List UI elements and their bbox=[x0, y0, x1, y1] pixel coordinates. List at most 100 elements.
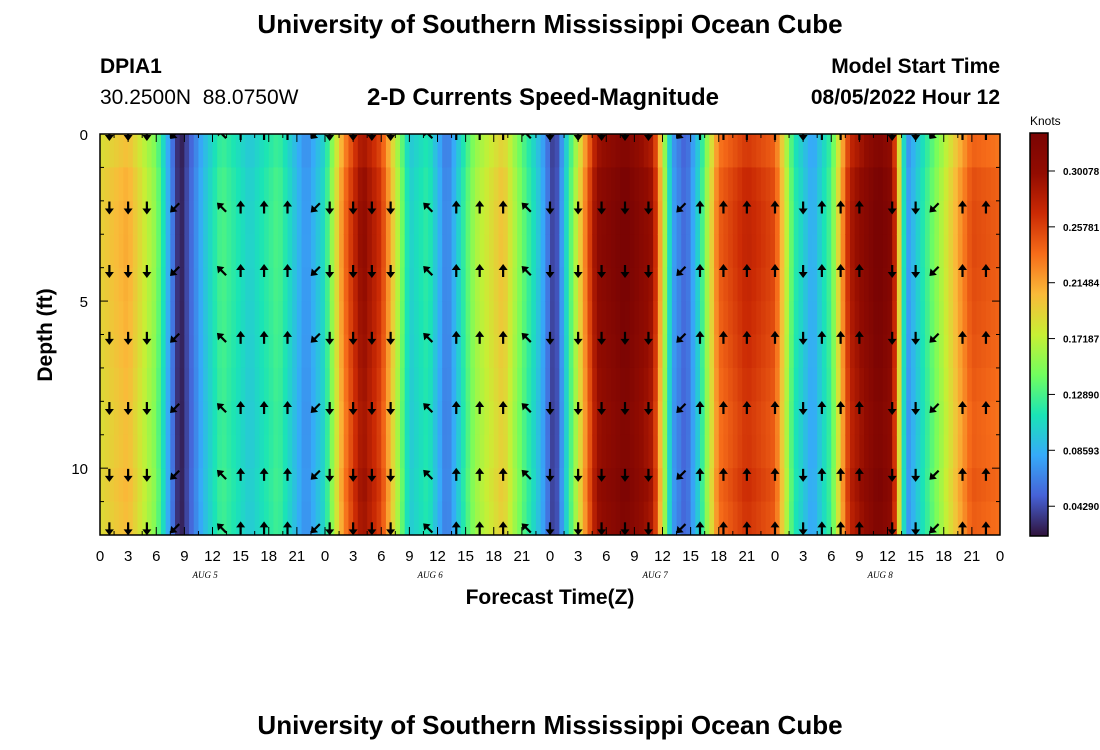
heatmap-cell bbox=[484, 434, 490, 469]
heatmap-cell bbox=[395, 267, 401, 302]
heatmap-cell bbox=[343, 401, 350, 436]
heatmap-cell bbox=[671, 167, 678, 202]
heatmap-cell bbox=[503, 200, 509, 235]
heatmap-cell bbox=[404, 468, 410, 503]
heatmap-cell bbox=[409, 334, 415, 369]
heatmap-cell bbox=[240, 167, 246, 202]
x-tick-label: 9 bbox=[405, 548, 413, 565]
heatmap-cell bbox=[568, 501, 575, 535]
heatmap-cell bbox=[770, 200, 776, 235]
heatmap-cell bbox=[976, 200, 982, 235]
heatmap-cell bbox=[657, 200, 664, 235]
heatmap-cell bbox=[296, 434, 303, 469]
current-arrow bbox=[958, 467, 967, 481]
heatmap-cell bbox=[104, 234, 110, 269]
heatmap-cell bbox=[639, 267, 645, 302]
current-arrow bbox=[283, 467, 292, 481]
heatmap-cell bbox=[925, 234, 931, 269]
heatmap-cell bbox=[793, 301, 800, 336]
heatmap-cell bbox=[517, 401, 523, 436]
heatmap-cell bbox=[596, 367, 603, 402]
heatmap-cell bbox=[835, 200, 842, 235]
heatmap-cell bbox=[273, 434, 279, 469]
heatmap-cell bbox=[981, 401, 987, 436]
heatmap-cell bbox=[596, 134, 603, 169]
heatmap-cell bbox=[578, 501, 584, 535]
heatmap-cell bbox=[315, 267, 321, 302]
heatmap-cell bbox=[465, 200, 471, 235]
heatmap-cell bbox=[545, 501, 551, 535]
heatmap-cell bbox=[343, 434, 350, 469]
heatmap-cell bbox=[268, 434, 275, 469]
heatmap-cell bbox=[967, 134, 973, 169]
current-arrow bbox=[451, 330, 461, 344]
current-arrow bbox=[839, 134, 842, 140]
heatmap-cell bbox=[854, 367, 860, 402]
heatmap-cell bbox=[995, 367, 1000, 402]
current-arrow bbox=[386, 201, 396, 215]
heatmap-cell bbox=[142, 468, 148, 503]
heatmap-cell bbox=[156, 367, 162, 402]
heatmap-cell bbox=[437, 401, 443, 436]
heatmap-cell bbox=[859, 301, 865, 336]
heatmap-cell bbox=[948, 267, 954, 302]
current-arrow bbox=[854, 330, 864, 344]
heatmap-cell bbox=[484, 501, 490, 535]
heatmap-cell bbox=[465, 468, 471, 503]
heatmap-cell bbox=[193, 267, 200, 302]
heatmap-cell bbox=[475, 134, 481, 169]
heatmap-cell bbox=[934, 434, 940, 469]
heatmap-cell bbox=[418, 200, 425, 235]
heatmap-cell bbox=[282, 267, 289, 302]
heatmap-cell bbox=[282, 401, 289, 436]
heatmap-cell bbox=[132, 200, 139, 235]
heatmap-cell bbox=[198, 134, 204, 169]
current-arrow bbox=[958, 264, 967, 278]
heatmap-cell bbox=[109, 267, 115, 302]
heatmap-cell bbox=[657, 267, 664, 302]
heatmap-cell bbox=[793, 468, 800, 503]
heatmap-cell bbox=[742, 134, 748, 169]
current-arrow bbox=[545, 331, 555, 345]
heatmap-cell bbox=[756, 234, 762, 269]
heatmap-cell bbox=[873, 134, 879, 169]
heatmap-cell bbox=[953, 468, 959, 503]
heatmap-cell bbox=[929, 334, 935, 369]
heatmap-cell bbox=[315, 367, 321, 402]
heatmap-cell bbox=[676, 301, 682, 336]
heatmap-cell bbox=[939, 234, 945, 269]
heatmap-cell bbox=[864, 468, 870, 503]
heatmap-cell bbox=[798, 301, 804, 336]
heatmap-cell bbox=[906, 401, 912, 436]
heatmap-cell bbox=[315, 334, 321, 369]
heatmap-cell bbox=[470, 501, 476, 535]
heatmap-cell bbox=[864, 401, 870, 436]
heatmap-cell bbox=[446, 167, 453, 202]
heatmap-cell bbox=[662, 200, 668, 235]
heatmap-cell bbox=[587, 367, 593, 402]
heatmap-cell bbox=[418, 434, 425, 469]
heatmap-cell bbox=[564, 501, 570, 535]
heatmap-cell bbox=[915, 401, 921, 436]
heatmap-cell bbox=[479, 434, 485, 469]
heatmap-cell bbox=[409, 167, 415, 202]
heatmap-cell bbox=[620, 334, 626, 369]
heatmap-cell bbox=[100, 501, 106, 535]
heatmap-cell bbox=[709, 501, 715, 535]
heatmap-cell bbox=[104, 401, 110, 436]
heatmap-cell bbox=[732, 501, 739, 535]
x-tick-label: 0 bbox=[771, 548, 779, 565]
heatmap-cell bbox=[310, 267, 317, 302]
heatmap-cell bbox=[254, 301, 260, 336]
heatmap-cell bbox=[118, 234, 125, 269]
heatmap-cell bbox=[137, 334, 143, 369]
heatmap-cell bbox=[395, 134, 401, 169]
heatmap-cell bbox=[859, 200, 865, 235]
heatmap-cell bbox=[610, 234, 617, 269]
heatmap-cell bbox=[746, 200, 753, 235]
heatmap-cell bbox=[770, 367, 776, 402]
heatmap-cell bbox=[821, 200, 828, 235]
heatmap-cell bbox=[250, 167, 256, 202]
heatmap-cell bbox=[554, 267, 560, 302]
heatmap-cell bbox=[859, 267, 865, 302]
